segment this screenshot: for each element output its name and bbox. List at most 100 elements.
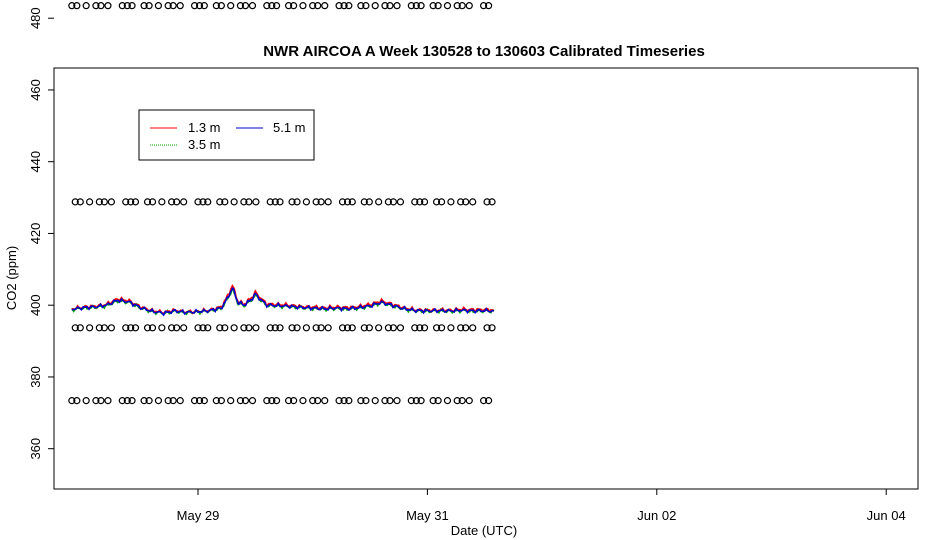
reference-point: [76, 198, 84, 206]
legend-label-3-5m: 3.5 m: [188, 137, 221, 152]
reference-point: [290, 397, 298, 405]
reference-point: [465, 2, 473, 10]
reference-point: [447, 324, 455, 332]
reference-point: [252, 324, 260, 332]
series-line-5-1-m: [71, 287, 495, 317]
reference-point: [227, 2, 235, 10]
legend-box: [138, 109, 315, 161]
reference-point: [194, 324, 202, 332]
reference-point: [148, 198, 157, 206]
reference-point: [462, 324, 470, 332]
reference-point: [357, 397, 365, 405]
reference-point: [252, 198, 260, 206]
reference-point: [158, 198, 166, 206]
reference-point: [285, 2, 293, 10]
reference-point: [371, 2, 379, 10]
reference-point: [118, 2, 126, 10]
reference-point: [321, 397, 329, 405]
reference-point: [131, 198, 140, 206]
reference-point: [362, 397, 370, 405]
reference-point: [288, 198, 296, 206]
reference-point: [302, 324, 310, 332]
reference-point: [240, 324, 248, 332]
y-tick-label: 400: [28, 294, 43, 316]
reference-point: [485, 397, 493, 405]
reference-point: [180, 324, 188, 332]
reference-point: [217, 2, 225, 10]
reference-point: [195, 2, 204, 10]
reference-point: [268, 397, 276, 405]
reference-point: [407, 397, 415, 405]
reference-point: [82, 2, 90, 10]
y-tick-label: 480: [28, 7, 43, 29]
reference-point: [230, 324, 238, 332]
reference-point: [417, 397, 425, 405]
reference-point: [360, 198, 368, 206]
reference-point: [173, 198, 181, 206]
reference-point: [480, 397, 488, 405]
reference-point: [122, 324, 130, 332]
reference-point: [200, 397, 208, 405]
reference-point: [357, 2, 365, 10]
reference-point: [97, 2, 105, 10]
reference-point: [100, 324, 108, 332]
reference-point: [293, 198, 301, 206]
reference-point: [241, 397, 250, 405]
reference-point: [375, 198, 383, 206]
reference-point: [272, 397, 281, 405]
reference-point: [437, 198, 446, 206]
reference-point: [107, 198, 116, 206]
reference-point: [312, 324, 320, 332]
reference-point: [345, 2, 353, 10]
reference-point: [199, 198, 207, 206]
y-tick-label: 420: [28, 223, 43, 245]
reference-point: [190, 2, 199, 10]
reference-point: [227, 397, 235, 405]
reference-point: [317, 198, 325, 206]
reference-point: [86, 198, 94, 206]
reference-point: [276, 324, 284, 332]
reference-point: [434, 397, 442, 405]
plot-area-frame: [53, 67, 919, 490]
reference-point: [272, 2, 281, 10]
reference-point: [314, 397, 322, 405]
reference-point: [194, 198, 202, 206]
reference-point: [140, 397, 148, 405]
reference-point: [420, 324, 429, 332]
reference-point: [314, 2, 322, 10]
reference-point: [340, 2, 348, 10]
y-tick-label: 440: [28, 151, 43, 173]
reference-point: [340, 397, 348, 405]
reference-point: [240, 198, 248, 206]
reference-point: [268, 2, 276, 10]
reference-point: [365, 324, 373, 332]
reference-point: [200, 2, 208, 10]
legend: 1.3 m 3.5 m 5.1 m: [138, 109, 315, 161]
reference-point: [324, 324, 332, 332]
reference-point: [299, 2, 307, 10]
reference-point: [204, 324, 212, 332]
reference-point: [123, 397, 131, 405]
reference-point: [386, 2, 394, 10]
reference-point: [348, 198, 356, 206]
reference-point: [453, 2, 461, 10]
reference-point: [293, 324, 301, 332]
reference-point: [127, 198, 135, 206]
reference-point: [221, 324, 229, 332]
reference-point: [488, 324, 496, 332]
reference-point: [285, 397, 293, 405]
reference-point: [263, 397, 271, 405]
reference-point: [164, 2, 172, 10]
reference-point: [447, 198, 455, 206]
x-tick-label: May 31: [406, 508, 449, 523]
reference-point: [128, 397, 136, 405]
reference-point: [393, 2, 401, 10]
reference-point: [143, 198, 152, 206]
reference-point: [384, 324, 393, 332]
reference-point: [140, 2, 148, 10]
reference-point: [127, 324, 135, 332]
reference-point: [488, 198, 496, 206]
reference-point: [168, 324, 176, 332]
reference-point: [97, 397, 105, 405]
reference-point: [371, 397, 379, 405]
